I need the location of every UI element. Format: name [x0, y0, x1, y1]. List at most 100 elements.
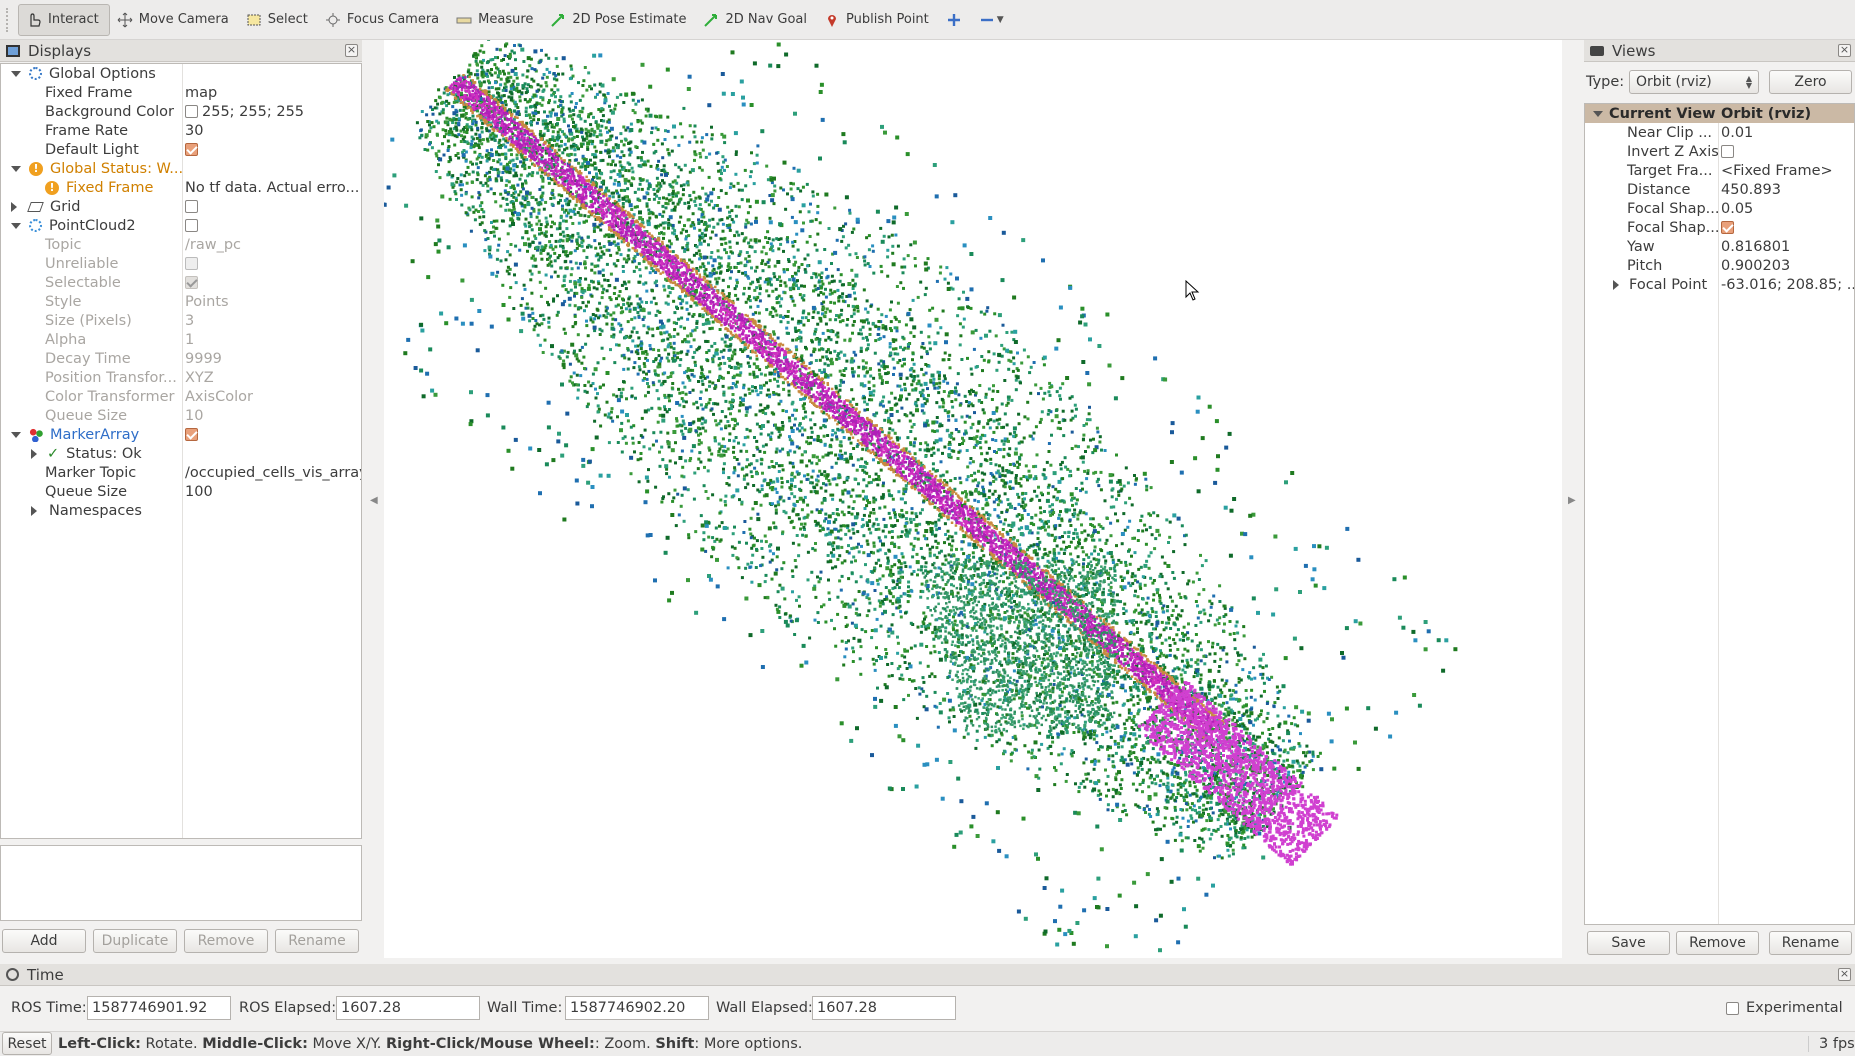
- tree-row-queue-size-marker[interactable]: Queue Size 100: [1, 482, 361, 501]
- row-value[interactable]: 1: [185, 332, 194, 348]
- invert-z-checkbox[interactable]: [1721, 145, 1734, 158]
- ros-time-field[interactable]: 1587746901.92: [87, 996, 231, 1020]
- tree-row-marker-topic[interactable]: Marker Topic /occupied_cells_vis_array: [1, 463, 361, 482]
- reset-button[interactable]: Reset: [2, 1032, 52, 1055]
- close-icon[interactable]: ×: [345, 44, 358, 57]
- tree-row-namespaces[interactable]: Namespaces: [1, 501, 361, 520]
- row-value[interactable]: [185, 219, 198, 232]
- color-swatch[interactable]: [185, 105, 198, 118]
- tree-row-decay-time[interactable]: Decay Time 9999: [1, 349, 361, 368]
- row-value[interactable]: [185, 143, 198, 156]
- focal-shape-checkbox[interactable]: [1721, 221, 1734, 234]
- row-value[interactable]: [185, 257, 198, 270]
- tree-row-default-light[interactable]: Default Light: [1, 140, 361, 159]
- markerarray-checkbox[interactable]: [185, 428, 198, 441]
- row-value[interactable]: 3: [185, 313, 194, 329]
- row-value[interactable]: map: [185, 85, 217, 101]
- tree-row-style[interactable]: Style Points: [1, 292, 361, 311]
- focus-camera-tool-button[interactable]: Focus Camera: [318, 4, 449, 36]
- view-row-yaw[interactable]: Yaw 0.816801: [1585, 237, 1854, 256]
- tree-row-size-pixels[interactable]: Size (Pixels) 3: [1, 311, 361, 330]
- tree-row-global-status[interactable]: ! Global Status: W...: [1, 159, 361, 178]
- expand-arrow-icon[interactable]: [31, 449, 37, 459]
- selectable-checkbox[interactable]: [185, 276, 198, 289]
- tree-row-unreliable[interactable]: Unreliable: [1, 254, 361, 273]
- tree-row-frame-rate[interactable]: Frame Rate 30: [1, 121, 361, 140]
- 2d-pose-estimate-tool-button[interactable]: 2D Pose Estimate: [543, 4, 696, 36]
- experimental-checkbox[interactable]: [1726, 1002, 1739, 1015]
- remove-button[interactable]: Remove: [184, 929, 268, 953]
- default-light-checkbox[interactable]: [185, 143, 198, 156]
- row-value[interactable]: 30: [185, 123, 203, 139]
- expand-arrow-icon[interactable]: [11, 71, 21, 77]
- zero-button[interactable]: Zero: [1769, 70, 1852, 94]
- row-value[interactable]: 10: [185, 408, 203, 424]
- row-value[interactable]: 0.900203: [1721, 258, 1790, 274]
- view-type-select[interactable]: Orbit (rviz) ▲ ▼: [1629, 70, 1759, 94]
- expand-arrow-icon[interactable]: [31, 506, 37, 516]
- tree-row-queue-size[interactable]: Queue Size 10: [1, 406, 361, 425]
- expand-arrow-icon[interactable]: [1593, 111, 1603, 117]
- 3d-render-viewport[interactable]: [384, 40, 1562, 958]
- row-value[interactable]: Points: [185, 294, 229, 310]
- row-value[interactable]: [185, 428, 198, 441]
- publish-point-tool-button[interactable]: Publish Point: [817, 4, 939, 36]
- wall-time-field[interactable]: 1587746902.20: [565, 996, 709, 1020]
- add-button[interactable]: Add: [2, 929, 86, 953]
- toolbar-grip[interactable]: [6, 8, 14, 32]
- view-row-pitch[interactable]: Pitch 0.900203: [1585, 256, 1854, 275]
- grid-checkbox[interactable]: [185, 200, 198, 213]
- row-value[interactable]: 0.01: [1721, 125, 1753, 141]
- view-row-focal-shape-fixed[interactable]: Focal Shap...: [1585, 218, 1854, 237]
- tree-row-selectable[interactable]: Selectable: [1, 273, 361, 292]
- remove-tool-dropdown[interactable]: ▼: [972, 4, 1014, 36]
- ros-elapsed-field[interactable]: 1607.28: [336, 996, 480, 1020]
- row-value[interactable]: XYZ: [185, 370, 214, 386]
- current-view-row[interactable]: Current View Orbit (rviz): [1585, 104, 1854, 123]
- expand-arrow-icon[interactable]: [11, 223, 21, 229]
- rename-button[interactable]: Rename: [275, 929, 359, 953]
- tree-row-global-options[interactable]: Global Options: [1, 64, 361, 83]
- right-splitter-handle[interactable]: ▶: [1568, 495, 1576, 506]
- duplicate-button[interactable]: Duplicate: [93, 929, 177, 953]
- tree-row-position-transformer[interactable]: Position Transfor... XYZ: [1, 368, 361, 387]
- add-tool-button[interactable]: [939, 4, 972, 36]
- expand-arrow-icon[interactable]: [11, 432, 21, 438]
- close-icon[interactable]: ×: [1838, 44, 1851, 57]
- move-camera-tool-button[interactable]: Move Camera: [110, 4, 239, 36]
- row-value[interactable]: /occupied_cells_vis_array: [185, 465, 362, 481]
- row-value[interactable]: -63.016; 208.85; ...: [1721, 277, 1855, 293]
- interact-tool-button[interactable]: Interact: [18, 4, 110, 36]
- view-row-invert-z[interactable]: Invert Z Axis: [1585, 142, 1854, 161]
- left-splitter-handle[interactable]: ◀: [370, 495, 378, 506]
- tree-row-grid[interactable]: Grid: [1, 197, 361, 216]
- wall-elapsed-field[interactable]: 1607.28: [812, 996, 956, 1020]
- expand-arrow-icon[interactable]: [11, 202, 17, 212]
- row-value[interactable]: 0.05: [1721, 201, 1753, 217]
- row-value[interactable]: 450.893: [1721, 182, 1781, 198]
- expand-arrow-icon[interactable]: [11, 166, 21, 172]
- view-row-focal-point[interactable]: Focal Point -63.016; 208.85; ...: [1585, 275, 1854, 294]
- row-value[interactable]: 100: [185, 484, 213, 500]
- tree-row-color-transformer[interactable]: Color Transformer AxisColor: [1, 387, 361, 406]
- select-tool-button[interactable]: Select: [239, 4, 318, 36]
- tree-row-markerarray[interactable]: MarkerArray: [1, 425, 361, 444]
- tree-row-fixed-frame-status[interactable]: ! Fixed Frame No tf data. Actual erro...: [1, 178, 361, 197]
- row-value[interactable]: [1721, 221, 1734, 234]
- row-value[interactable]: AxisColor: [185, 389, 253, 405]
- tree-row-status-ok[interactable]: ✓ Status: Ok: [1, 444, 361, 463]
- rename-view-button[interactable]: Rename: [1769, 931, 1852, 955]
- tree-row-fixed-frame[interactable]: Fixed Frame map: [1, 83, 361, 102]
- row-value[interactable]: <Fixed Frame>: [1721, 163, 1833, 179]
- tree-row-background-color[interactable]: Background Color 255; 255; 255: [1, 102, 361, 121]
- row-value[interactable]: [1721, 145, 1734, 158]
- pointcloud2-checkbox[interactable]: [185, 219, 198, 232]
- tree-row-alpha[interactable]: Alpha 1: [1, 330, 361, 349]
- view-row-target-frame[interactable]: Target Fra... <Fixed Frame>: [1585, 161, 1854, 180]
- unreliable-checkbox[interactable]: [185, 257, 198, 270]
- tree-row-pointcloud2[interactable]: PointCloud2: [1, 216, 361, 235]
- row-value[interactable]: [185, 276, 198, 289]
- view-row-focal-shape-size[interactable]: Focal Shap... 0.05: [1585, 199, 1854, 218]
- row-value[interactable]: 9999: [185, 351, 222, 367]
- 2d-nav-goal-tool-button[interactable]: 2D Nav Goal: [696, 4, 817, 36]
